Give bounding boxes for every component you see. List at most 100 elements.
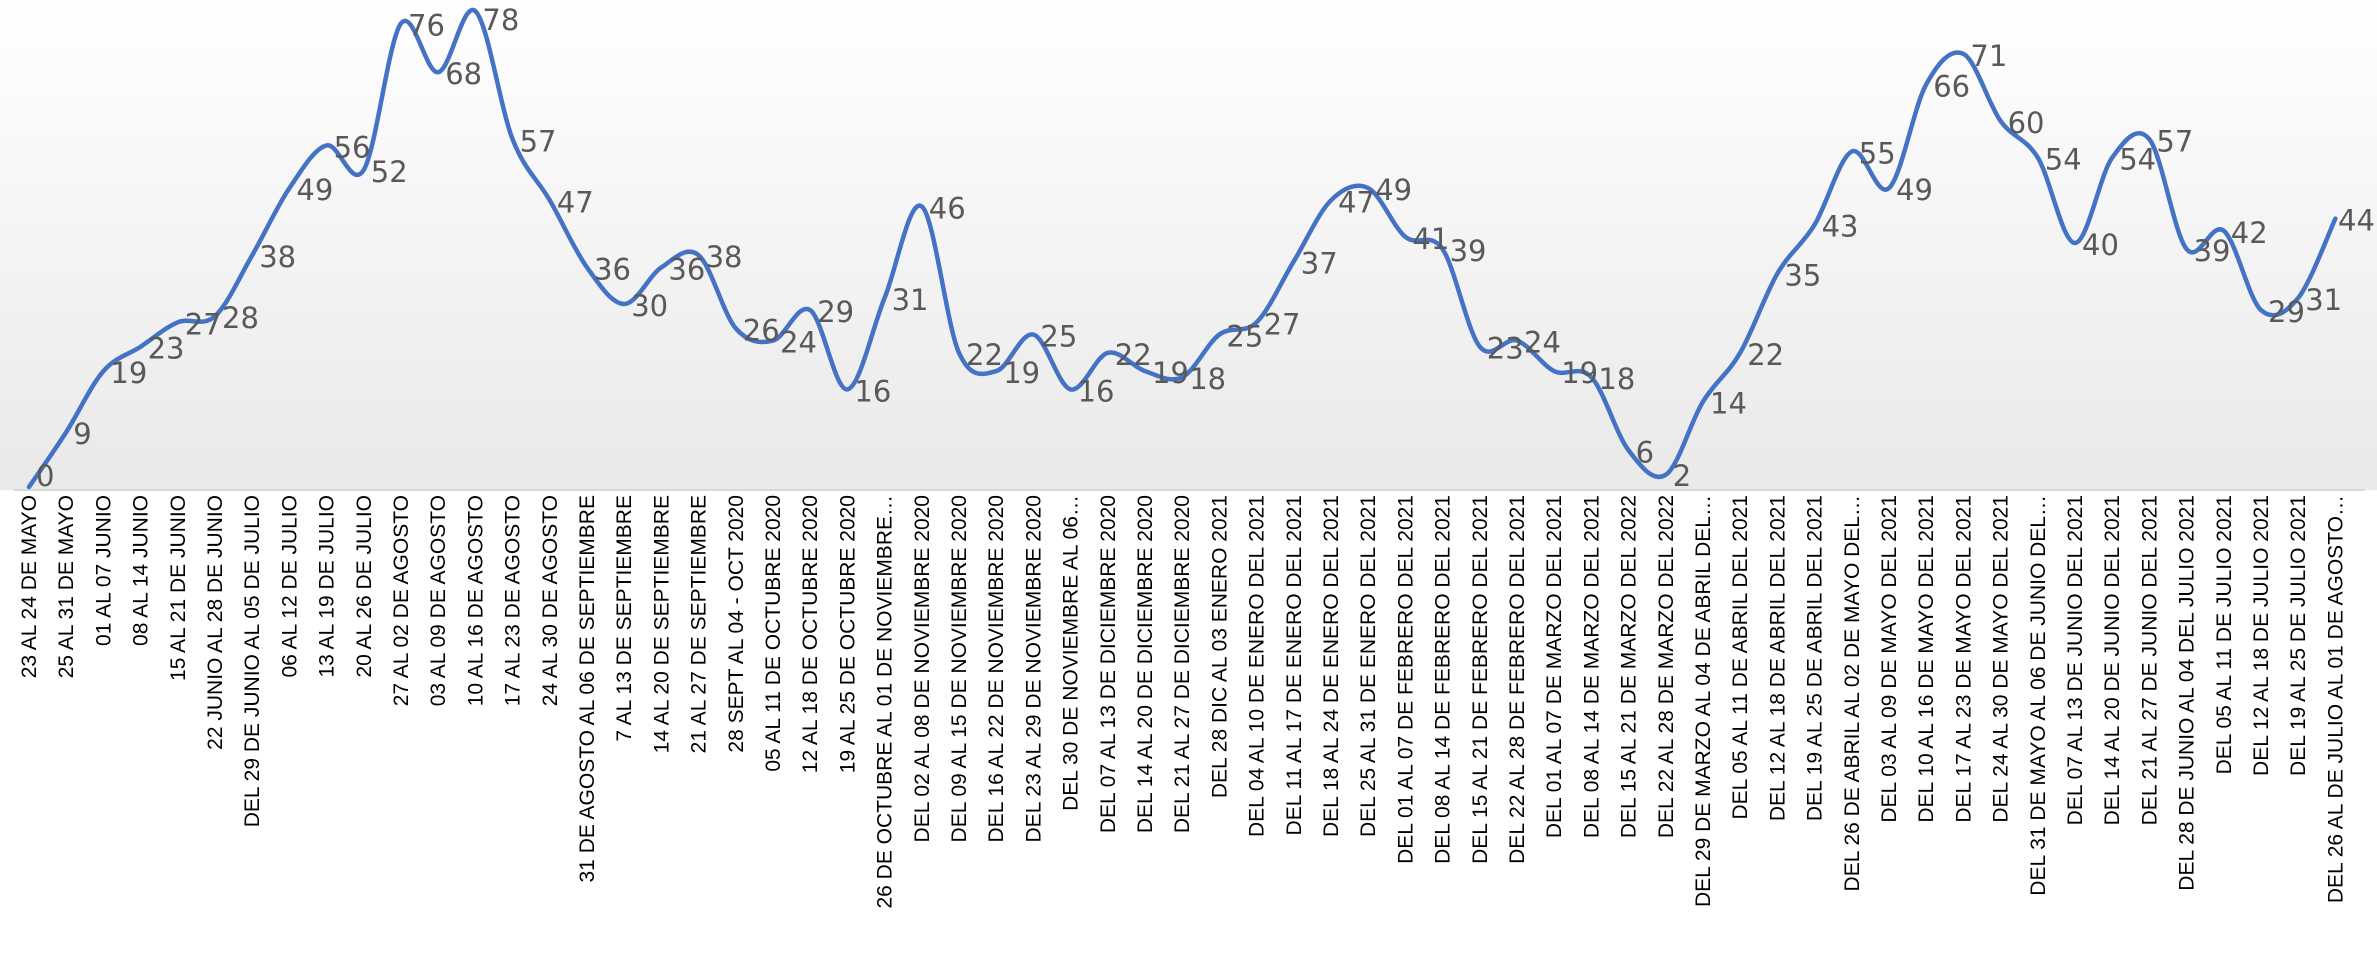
x-tick-label: DEL 12 AL 18 DE JULIO 2021 xyxy=(2250,495,2273,776)
x-tick-label: DEL 15 AL 21 DE FEBRERO DEL 2021 xyxy=(1469,495,1492,864)
x-tick-label: 26 DE OCTUBRE AL 01 DE NOVIEMBRE… xyxy=(874,495,897,909)
x-tick-label: 23 AL 24 DE MAYO xyxy=(18,495,41,678)
x-tick-label: 05 AL 11 DE OCTUBRE 2020 xyxy=(762,495,785,772)
data-label: 38 xyxy=(259,240,296,274)
x-tick-label: 20 AL 26 DE JULIO xyxy=(353,495,376,678)
x-tick-label: DEL 30 DE NOVIEMBRE AL 06… xyxy=(1060,495,1083,811)
x-axis-tick-labels: 23 AL 24 DE MAYO 25 AL 31 DE MAYO 01 AL 07… xyxy=(18,495,2347,909)
x-tick-label: DEL 31 DE MAYO AL 06 DE JUNIO DEL… xyxy=(2027,495,2050,896)
x-tick-label: 15 AL 21 DE JUNIO xyxy=(167,495,190,681)
data-label: 46 xyxy=(929,191,966,225)
x-tick-label: 03 AL 09 DE AGOSTO xyxy=(427,495,450,706)
data-label: 39 xyxy=(1450,234,1487,268)
x-tick-label: 01 AL 07 JUNIO xyxy=(92,495,115,646)
x-tick-label: DEL 07 AL 13 DE JUNIO DEL 2021 xyxy=(2064,495,2087,825)
x-tick-label: DEL 15 AL 21 DE MARZO DEL 2022 xyxy=(1618,495,1641,838)
x-tick-label: DEL 08 AL 14 DE FEBRERO DEL 2021 xyxy=(1432,495,1455,864)
x-tick-label: 17 AL 23 DE AGOSTO xyxy=(502,495,525,706)
data-label: 29 xyxy=(2268,295,2305,329)
x-tick-label: DEL 07 AL 13 DE DICIEMBRE 2020 xyxy=(1097,495,1120,833)
x-tick-label: DEL 26 DE ABRIL AL 02 DE MAYO DEL… xyxy=(1841,495,1864,891)
x-tick-label: 7 AL 13 DE SEPTIEMBRE xyxy=(613,495,636,742)
x-tick-label: DEL 24 AL 30 DE MAYO DEL 2021 xyxy=(1990,495,2013,823)
x-tick-label: 08 AL 14 JUNIO xyxy=(130,495,153,646)
data-label: 55 xyxy=(1859,137,1896,171)
x-tick-label: 12 AL 18 DE OCTUBRE 2020 xyxy=(799,495,822,773)
data-label: 44 xyxy=(2338,204,2375,238)
x-tick-label: DEL 14 AL 20 DE DICIEMBRE 2020 xyxy=(1134,495,1157,833)
data-label: 41 xyxy=(1412,222,1449,256)
x-tick-label: DEL 01 AL 07 DE FEBRERO DEL 2021 xyxy=(1394,495,1417,864)
data-label: 18 xyxy=(1189,362,1226,396)
data-label: 25 xyxy=(1040,320,1077,354)
x-tick-label: DEL 22 AL 28 DE MARZO DEL 2022 xyxy=(1655,495,1678,838)
data-label: 31 xyxy=(892,283,929,317)
x-tick-label: 27 AL 02 DE AGOSTO xyxy=(390,495,413,706)
data-label: 49 xyxy=(1375,173,1412,207)
data-label: 19 xyxy=(1561,356,1598,390)
x-tick-label: DEL 12 AL 18 DE ABRIL DEL 2021 xyxy=(1766,495,1789,821)
data-label: 56 xyxy=(334,130,371,164)
data-label: 6 xyxy=(1636,435,1654,469)
x-tick-label: DEL 21 AL 27 DE JUNIO DEL 2021 xyxy=(2138,495,2161,825)
x-tick-label: DEL 11 AL 17 DE ENERO DEL 2021 xyxy=(1283,495,1306,835)
data-label: 47 xyxy=(557,185,594,219)
x-tick-label: 31 DE AGOSTO AL 06 DE SEPTIEMBRE xyxy=(576,495,599,883)
data-label: 39 xyxy=(2194,234,2231,268)
data-label: 54 xyxy=(2119,143,2156,177)
data-label: 26 xyxy=(743,313,780,347)
data-label: 52 xyxy=(371,155,408,189)
x-tick-label: 21 AL 27 DE SEPTIEMBRE xyxy=(688,495,711,753)
x-tick-label: DEL 17 AL 23 DE MAYO DEL 2021 xyxy=(1952,495,1975,823)
data-label: 23 xyxy=(148,332,185,366)
data-label: 35 xyxy=(1784,259,1821,293)
data-label: 9 xyxy=(73,417,91,451)
x-tick-label: DEL 28 DE JUNIO AL 04 DEL JULIO 2021 xyxy=(2176,495,2199,891)
x-tick-label: DEL 05 AL 11 DE JULIO 2021 xyxy=(2213,495,2236,774)
data-label: 43 xyxy=(1822,210,1859,244)
data-label: 31 xyxy=(2305,283,2342,317)
data-label: 66 xyxy=(1933,69,1970,103)
data-label: 25 xyxy=(1226,320,1263,354)
x-tick-label: 22 JUNIO AL 28 DE JUNIO xyxy=(204,495,227,750)
data-label: 30 xyxy=(631,289,668,323)
data-label: 36 xyxy=(594,252,631,286)
x-tick-label: DEL 03 AL 09 DE MAYO DEL 2021 xyxy=(1878,495,1901,823)
x-tick-label: 19 AL 25 DE OCTUBRE 2020 xyxy=(836,495,859,773)
data-label: 19 xyxy=(1003,356,1040,390)
x-tick-label: DEL 23 AL 29 DE NOVIEMBRE 2020 xyxy=(1022,495,1045,842)
data-label: 57 xyxy=(520,124,557,158)
data-label: 23 xyxy=(1487,332,1524,366)
data-label: 0 xyxy=(36,459,54,493)
x-tick-label: 06 AL 12 DE JULIO xyxy=(278,495,301,678)
data-label: 19 xyxy=(1152,356,1189,390)
x-tick-label: 25 AL 31 DE MAYO xyxy=(55,495,78,678)
x-tick-label: 14 AL 20 DE SEPTIEMBRE xyxy=(650,495,673,753)
x-tick-label: DEL 09 AL 15 DE NOVIEMBRE 2020 xyxy=(948,495,971,842)
data-label: 49 xyxy=(1896,173,1933,207)
x-tick-label: 28 SEPT AL 04 - OCT 2020 xyxy=(725,495,748,753)
data-label: 47 xyxy=(1338,185,1375,219)
data-label: 2 xyxy=(1673,459,1691,493)
data-label: 40 xyxy=(2082,228,2119,262)
x-tick-label: DEL 14 AL 20 DE JUNIO DEL 2021 xyxy=(2101,495,2124,825)
data-label: 71 xyxy=(1970,39,2007,73)
data-label: 19 xyxy=(110,356,147,390)
x-tick-label: DEL 29 DE JUNIO AL 05 DE JULIO xyxy=(241,495,264,827)
data-label: 36 xyxy=(668,252,705,286)
x-tick-label: DEL 19 AL 25 DE JULIO 2021 xyxy=(2287,495,2310,776)
data-label: 57 xyxy=(2156,124,2193,158)
data-label: 38 xyxy=(706,240,743,274)
data-label: 27 xyxy=(1264,307,1301,341)
x-tick-label: DEL 02 AL 08 DE NOVIEMBRE 2020 xyxy=(911,495,934,842)
data-label: 29 xyxy=(817,295,854,329)
x-tick-label: DEL 18 AL 24 DE ENERO DEL 2021 xyxy=(1320,495,1343,837)
x-tick-label: 13 AL 19 DE JULIO xyxy=(316,495,339,678)
x-tick-label: DEL 08 AL 14 DE MARZO DEL 2021 xyxy=(1580,495,1603,838)
data-label: 14 xyxy=(1710,387,1747,421)
data-label: 78 xyxy=(482,3,519,37)
data-label: 28 xyxy=(222,301,259,335)
x-tick-label: DEL 26 AL DE JULIO AL 01 DE AGOSTO… xyxy=(2324,495,2347,903)
x-tick-label: DEL 05 AL 11 DE ABRIL DEL 2021 xyxy=(1729,495,1752,820)
